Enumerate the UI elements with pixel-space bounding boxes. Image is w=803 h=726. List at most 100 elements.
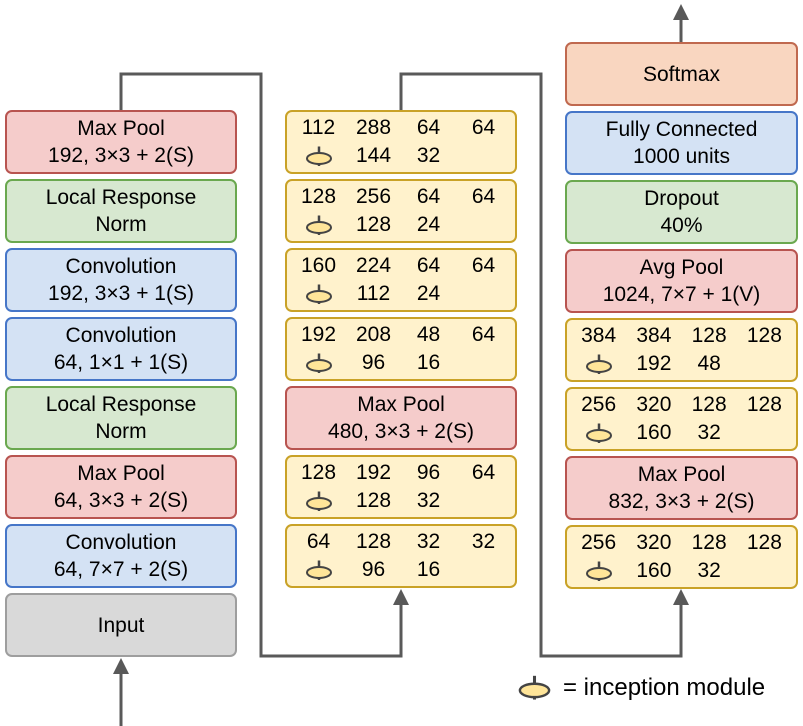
num-5x5: 128 xyxy=(691,531,727,554)
inception-module-icon xyxy=(571,353,626,376)
num-5x5: 128 xyxy=(691,324,727,347)
inception-grid: 256 320 128 128 160 32 xyxy=(571,529,792,585)
input-arrowhead xyxy=(113,658,129,674)
num-1x1: 160 xyxy=(300,254,337,277)
layer-name: Softmax xyxy=(642,62,721,86)
layer-dropout: Dropout 40% xyxy=(565,180,798,244)
layer-params: 64, 1×1 + 1(S) xyxy=(53,351,189,374)
connector-middle-to-right-arrowhead xyxy=(673,589,689,605)
num-pool-proj: 128 xyxy=(746,324,782,347)
num-5x5-reduce: 24 xyxy=(416,213,441,236)
inception-4b: 160 224 64 64 112 24 xyxy=(285,248,517,312)
num-3x3: 256 xyxy=(355,185,392,208)
num-pool-proj: 64 xyxy=(471,185,496,208)
num-pool-proj: 128 xyxy=(746,531,782,554)
num-5x5-reduce: 24 xyxy=(416,282,441,305)
num-1x1: 384 xyxy=(581,324,617,347)
num-3x3: 320 xyxy=(636,531,672,554)
layer-name-line2: Norm xyxy=(95,420,147,443)
num-1x1: 128 xyxy=(300,461,337,484)
inception-4a: 192 208 48 64 96 16 xyxy=(285,317,517,381)
num-5x5-reduce: 32 xyxy=(697,559,721,582)
inception-3a: 64 128 32 32 96 16 xyxy=(285,524,517,588)
num-3x3-reduce: 112 xyxy=(356,282,391,305)
num-3x3-reduce: 192 xyxy=(636,352,672,375)
layer-input: Input xyxy=(5,593,237,657)
num-5x5-reduce: 32 xyxy=(697,421,721,444)
num-3x3: 224 xyxy=(355,254,392,277)
num-3x3-reduce: 96 xyxy=(361,558,386,581)
num-3x3: 192 xyxy=(355,461,392,484)
inception-grid: 112 288 64 64 144 32 xyxy=(291,114,511,170)
num-5x5: 64 xyxy=(416,116,441,139)
num-1x1: 256 xyxy=(581,393,617,416)
connector-left-to-middle xyxy=(119,72,403,658)
num-5x5-reduce: 16 xyxy=(416,351,441,374)
layer-local-response-norm-1: Local Response Norm xyxy=(5,386,237,450)
inception-4c: 128 256 64 64 128 24 xyxy=(285,179,517,243)
inception-module-icon xyxy=(291,145,346,168)
legend: = inception module xyxy=(516,674,765,702)
layer-name: Max Pool xyxy=(77,462,165,485)
num-pool-proj: 128 xyxy=(746,393,782,416)
layer-params: 832, 3×3 + 2(S) xyxy=(608,490,755,513)
layer-maxpool-64: Max Pool 64, 3×3 + 2(S) xyxy=(5,455,237,519)
inception-grid: 192 208 48 64 96 16 xyxy=(291,321,511,377)
num-1x1: 128 xyxy=(300,185,337,208)
inception-4e: 256 320 128 128 160 32 xyxy=(565,525,798,589)
layer-name: Max Pool xyxy=(357,393,445,416)
inception-5a: 256 320 128 128 160 32 xyxy=(565,387,798,451)
inception-grid: 160 224 64 64 112 24 xyxy=(291,252,511,308)
num-1x1: 192 xyxy=(300,323,337,346)
layer-name: Max Pool xyxy=(637,463,726,486)
layer-params: 64, 7×7 + 2(S) xyxy=(53,558,189,581)
layer-maxpool-480: Max Pool 480, 3×3 + 2(S) xyxy=(285,386,517,450)
layer-params: 40% xyxy=(660,214,703,237)
num-pool-proj: 64 xyxy=(471,116,496,139)
num-3x3-reduce: 160 xyxy=(636,559,672,582)
inception-grid: 256 320 128 128 160 32 xyxy=(571,391,792,447)
inception-module-icon xyxy=(571,422,626,445)
layer-params: 1024, 7×7 + 1(V) xyxy=(602,283,761,306)
inception-module-icon xyxy=(291,352,346,375)
legend-label: = inception module xyxy=(563,674,766,701)
num-3x3: 320 xyxy=(636,393,672,416)
layer-conv-64-1x1: Convolution 64, 1×1 + 1(S) xyxy=(5,317,237,381)
layer-name: Convolution xyxy=(65,531,177,554)
num-3x3: 384 xyxy=(636,324,672,347)
inception-5b: 384 384 128 128 192 48 xyxy=(565,318,798,382)
num-5x5: 64 xyxy=(416,185,441,208)
inception-module-icon xyxy=(291,283,346,306)
layer-name: Convolution xyxy=(65,324,177,347)
layer-softmax: Softmax xyxy=(565,42,798,106)
num-1x1: 256 xyxy=(581,531,617,554)
inception-module-icon xyxy=(291,214,346,237)
inception-module-icon xyxy=(291,490,346,513)
layer-maxpool-832: Max Pool 832, 3×3 + 2(S) xyxy=(565,456,798,520)
inception-module-icon xyxy=(571,560,626,583)
num-3x3: 128 xyxy=(355,530,392,553)
num-5x5-reduce: 32 xyxy=(416,144,441,167)
layer-name: Local Response xyxy=(45,393,197,416)
layer-params: 480, 3×3 + 2(S) xyxy=(328,420,474,443)
layer-params: 192, 3×3 + 2(S) xyxy=(48,144,194,167)
num-5x5-reduce: 16 xyxy=(416,558,441,581)
layer-local-response-norm-2: Local Response Norm xyxy=(5,179,237,243)
num-3x3-reduce: 128 xyxy=(355,213,392,236)
num-5x5: 96 xyxy=(416,461,441,484)
num-5x5-reduce: 48 xyxy=(697,352,721,375)
layer-name: Local Response xyxy=(45,186,197,209)
layer-avgpool-1024: Avg Pool 1024, 7×7 + 1(V) xyxy=(565,249,798,313)
num-3x3-reduce: 144 xyxy=(355,144,392,167)
num-5x5-reduce: 32 xyxy=(416,489,441,512)
inception-module-icon xyxy=(291,559,346,582)
num-5x5: 48 xyxy=(416,323,441,346)
num-3x3-reduce: 160 xyxy=(636,421,672,444)
stem-column: Max Pool 192, 3×3 + 2(S) Local Response … xyxy=(5,110,237,657)
num-1x1: 112 xyxy=(301,116,336,139)
layer-name: Fully Connected xyxy=(605,118,758,141)
inception-4d: 112 288 64 64 144 32 xyxy=(285,110,517,174)
layer-name: Input xyxy=(97,613,145,637)
